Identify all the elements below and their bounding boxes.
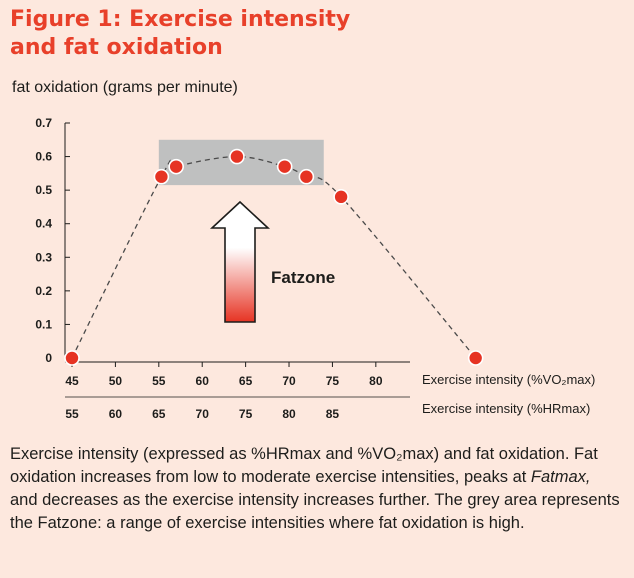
hrmax-tick-label: 80 [282, 407, 296, 421]
fat-oxidation-chart: 0 0.1 0.2 0.3 0.4 0.5 0.6 0.7 45 50 55 60 65 70 75 80 Ex… [35, 116, 595, 421]
figure-title: Figure 1: Exercise intensity and fat oxi… [10, 6, 430, 62]
caption-fatmax: Fatmax, [530, 468, 591, 486]
data-point [229, 148, 245, 165]
x-tick-label: 60 [196, 374, 210, 388]
data-point [276, 158, 293, 175]
data-point [467, 350, 484, 366]
data-point [168, 158, 184, 175]
hrmax-axis-title: Exercise intensity (%HRmax) [422, 401, 590, 416]
fatzone-label: Fatzone [271, 268, 335, 287]
hrmax-tick-label: 75 [239, 407, 253, 421]
y-tick-label: 0.6 [35, 150, 52, 164]
data-point [333, 189, 349, 205]
figure-title-line2: and fat oxidation [10, 35, 223, 60]
caption-text-2: and decreases as the exercise intensity … [10, 491, 620, 532]
x-tick-label: 65 [239, 374, 253, 388]
hrmax-tick-label: 55 [65, 407, 79, 421]
fat-oxidation-curve [71, 155, 477, 359]
x-tick-label: 50 [109, 374, 123, 388]
y-tick-label: 0 [45, 351, 52, 365]
caption-text-1: Exercise intensity (expressed as %HRmax … [10, 445, 598, 486]
hrmax-tick-label: 65 [152, 407, 166, 421]
data-point [298, 168, 315, 185]
x-axis-title: Exercise intensity (%VO₂max) [422, 372, 595, 387]
fatzone-arrow [209, 200, 271, 323]
x-tick-label: 70 [282, 374, 296, 388]
y-tick-label: 0.5 [35, 183, 52, 197]
y-tick-label: 0.2 [35, 284, 52, 298]
x-tick-label: 55 [152, 374, 166, 388]
x-tick-label: 75 [326, 374, 340, 388]
y-axis-title: fat oxidation (grams per minute) [12, 79, 238, 96]
x-tick-label: 45 [65, 374, 79, 388]
hrmax-tick-label: 85 [326, 407, 340, 421]
data-point [64, 350, 80, 366]
hrmax-tick-label: 60 [109, 407, 123, 421]
x-tick-label: 80 [369, 374, 383, 388]
data-point [153, 168, 170, 185]
y-tick-label: 0.3 [35, 250, 52, 264]
hrmax-tick-label: 70 [196, 407, 210, 421]
figure-caption: Exercise intensity (expressed as %HRmax … [10, 443, 620, 535]
figure-title-line1: Figure 1: Exercise intensity [10, 7, 351, 32]
y-tick-label: 0.4 [35, 217, 52, 231]
y-tick-label: 0.1 [35, 317, 52, 331]
y-tick-label: 0.7 [35, 116, 52, 130]
